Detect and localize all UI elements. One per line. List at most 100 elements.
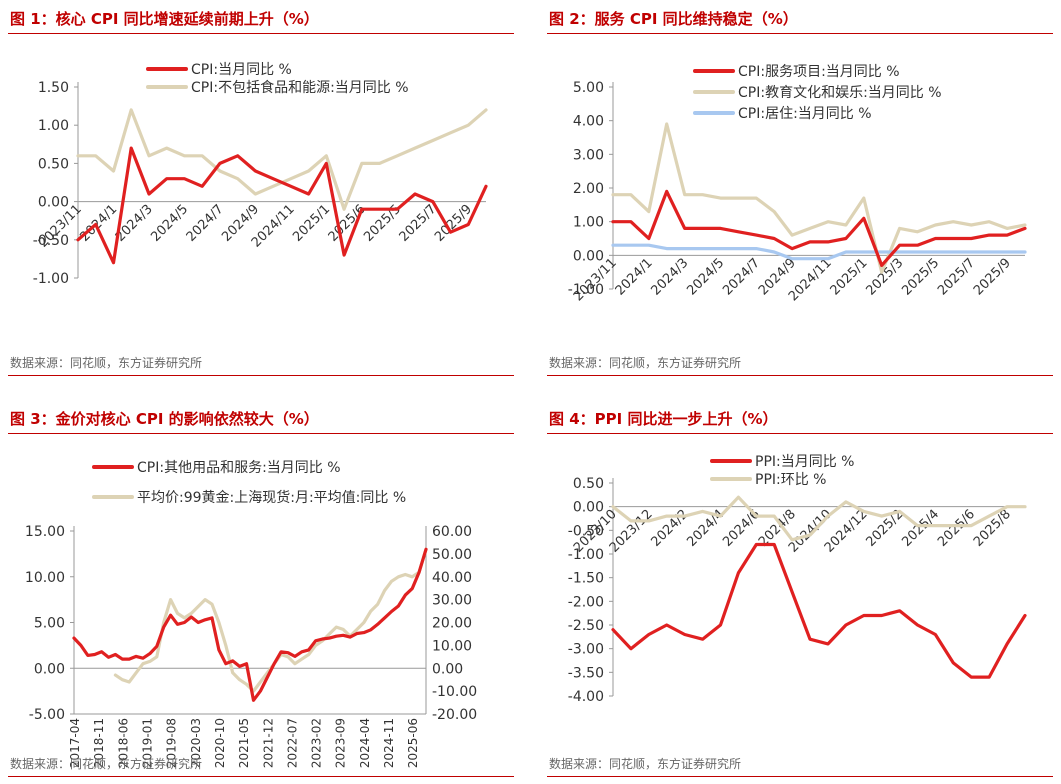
title-rule <box>8 33 514 34</box>
x-tick-label: 2024-11 <box>382 718 396 768</box>
y-tick-label: 0.00 <box>38 195 69 211</box>
y-tick-label: -1.50 <box>568 571 604 587</box>
chart-source: 数据来源：同花顺，东方证券研究所 <box>549 757 742 771</box>
y2-tick-label: 20.00 <box>432 616 472 632</box>
x-tick-label: 2024-04 <box>358 718 372 768</box>
legend-label: CPI:不包括食品和能源:当月同比 % <box>191 79 409 96</box>
bottom-rule <box>547 776 1053 777</box>
x-tick-label: 2018-06 <box>116 718 130 768</box>
x-tick-label: 2025/1 <box>290 202 333 245</box>
y-tick-label: -1.00 <box>33 271 69 287</box>
x-tick-label: 2020-03 <box>189 718 203 768</box>
title-rule <box>547 33 1053 34</box>
x-tick-label: 2024/5 <box>684 256 727 299</box>
x-tick-label: 2025/1 <box>828 256 871 299</box>
bottom-rule <box>8 375 514 376</box>
series-line-1 <box>611 189 1027 267</box>
series-line-1 <box>72 547 428 702</box>
x-tick-label: 2025/7 <box>935 256 978 299</box>
x-tick-label: 2025/5 <box>899 256 942 299</box>
chart-panel-3: 图 3：金价对核心 CPI 的影响依然较大（%） 15.00 10.00 5.00 0… <box>8 400 514 777</box>
series-line-2 <box>611 495 1027 542</box>
x-tick-label: 2024/1 <box>613 256 656 299</box>
y-tick-label: -3.00 <box>568 642 604 658</box>
legend-label: CPI:其他用品和服务:当月同比 % <box>137 460 341 476</box>
y-tick-label: -1.00 <box>568 547 604 563</box>
chart-source: 数据来源：同花顺，东方证券研究所 <box>549 356 742 370</box>
chart-svg: 0.50 0.00 -0.50 -1.00 -1.50 -2.00 -2.50 -3.00 -3… <box>568 454 1027 705</box>
y-tick-label: -4.00 <box>568 689 604 705</box>
x-tick-label: 2024/7 <box>184 202 227 245</box>
x-tick-label: 2020-10 <box>213 718 227 768</box>
y2-tick-label: -10.00 <box>432 684 477 700</box>
series-line-2 <box>76 108 488 211</box>
y-tick-label: 5.00 <box>573 80 604 96</box>
y-tick-label: -2.00 <box>568 594 604 610</box>
y-tick-label: 0.50 <box>38 156 69 172</box>
chart-title: 图 2：服务 CPI 同比维持稳定（%） <box>549 10 798 28</box>
legend-label: CPI:居住:当月同比 % <box>738 106 872 122</box>
x-tick-label: 2025/6 <box>935 507 978 550</box>
x-tick-label: 2024/1 <box>77 202 120 245</box>
y-tick-label: 0.50 <box>573 476 604 492</box>
series-line-1 <box>76 146 488 265</box>
series-line-1 <box>611 542 1027 679</box>
y-tick-label: 2.00 <box>573 181 604 197</box>
chart-svg: 1.501.000.500.00-0.50-1.002023/112024/12… <box>33 62 488 287</box>
x-tick-label: 2025/4 <box>899 507 942 550</box>
chart-title: 图 3：金价对核心 CPI 的影响依然较大（%） <box>10 410 319 428</box>
x-tick-label: 2019-08 <box>165 718 179 768</box>
chart-panel-2: 图 2：服务 CPI 同比维持稳定（%） 5.00 4.00 3.00 2.00 1.0… <box>547 0 1053 376</box>
bottom-rule <box>547 375 1053 376</box>
y-tick-label: 15.00 <box>25 524 65 540</box>
bottom-rule <box>8 776 514 777</box>
y-tick-label: -1.00 <box>568 282 604 298</box>
chart-source: 数据来源：同花顺，东方证券研究所 <box>10 757 203 771</box>
y2-tick-label: 0.00 <box>432 661 463 677</box>
y-tick-label: 4.00 <box>573 114 604 130</box>
x-tick-label: 2024/3 <box>649 256 692 299</box>
y-tick-label: 10.00 <box>25 570 65 586</box>
chart-source: 数据来源：同花顺，东方证券研究所 <box>10 356 203 370</box>
legend-label: CPI:教育文化和娱乐:当月同比 % <box>738 85 942 101</box>
chart-title: 图 4：PPI 同比进一步上升（%） <box>549 410 778 428</box>
x-tick-label: 2023-09 <box>334 718 348 768</box>
x-tick-label: 2019-01 <box>140 718 154 768</box>
y-tick-label: -0.50 <box>33 233 69 249</box>
y2-tick-label: 10.00 <box>432 638 472 654</box>
x-tick-label: 2018-11 <box>92 718 106 768</box>
y-tick-label: 3.00 <box>573 147 604 163</box>
series-line-2 <box>611 122 1027 274</box>
x-tick-label: 2021-12 <box>261 718 275 768</box>
x-tick-label: 2025-06 <box>406 718 420 768</box>
y2-tick-label: -20.00 <box>432 707 477 723</box>
y2-tick-label: 50.00 <box>432 547 472 563</box>
legend-label: 平均价:99黄金:上海现货:月:平均值:同比 % <box>137 489 406 506</box>
x-tick-label: 2024/5 <box>148 202 191 245</box>
series-line-3 <box>611 243 1027 261</box>
y-tick-label: 0.00 <box>573 248 604 264</box>
x-tick-label: 2025/9 <box>971 256 1014 299</box>
y-tick-label: -5.00 <box>29 707 65 723</box>
legend-label: CPI:当月同比 % <box>191 62 292 78</box>
y-tick-label: 0.00 <box>573 500 604 516</box>
x-tick-label: 2024/7 <box>720 256 763 299</box>
y-tick-label: -0.50 <box>568 523 604 539</box>
title-rule <box>8 433 514 434</box>
y-tick-label: 1.00 <box>573 215 604 231</box>
x-tick-label: 2023-02 <box>310 718 324 768</box>
x-tick-label: 2024/2 <box>649 507 692 550</box>
chart-title: 图 1：核心 CPI 同比增速延续前期上升（%） <box>10 10 319 28</box>
y-tick-label: 1.00 <box>38 118 69 134</box>
y2-tick-label: 40.00 <box>432 570 472 586</box>
y2-tick-label: 30.00 <box>432 593 472 609</box>
legend-label: CPI:服务项目:当月同比 % <box>738 64 900 80</box>
x-tick-label: 2022-07 <box>285 718 299 768</box>
x-tick-label: 2017-04 <box>68 718 82 768</box>
x-tick-label: 2025/7 <box>397 202 440 245</box>
y-tick-label: 1.50 <box>38 80 69 96</box>
chart-svg: 5.004.003.002.001.000.00-1.002023/112024… <box>568 64 1027 304</box>
chart-svg: 15.00 10.00 5.00 0.00 -5.00 60.00 50.00 40.00 30… <box>25 460 477 768</box>
chart-panel-4: 图 4：PPI 同比进一步上升（%） 0.50 0.00 -0.50 -1.00 -1.… <box>547 400 1053 777</box>
y-tick-label: 5.00 <box>34 616 65 632</box>
